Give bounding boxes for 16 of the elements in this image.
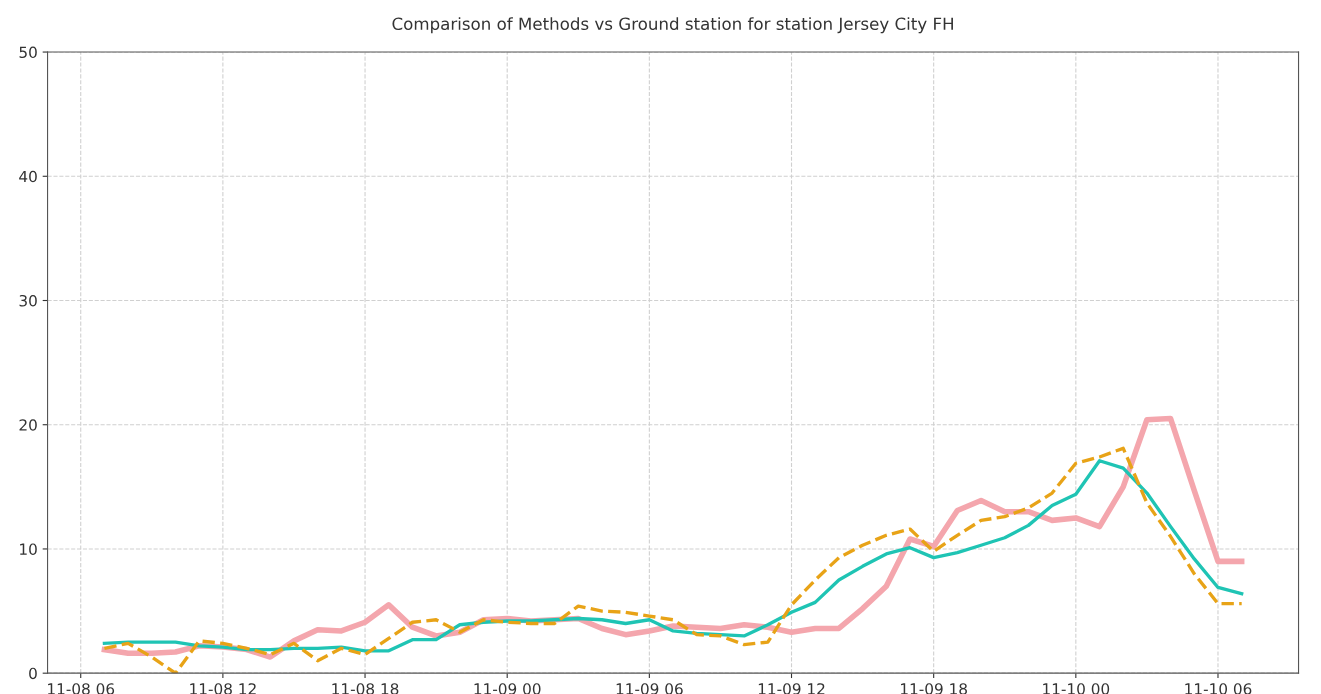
x-tick-label: 11-08 12 [190, 683, 256, 694]
chart-title: Comparison of Methods vs Ground station for station Jersey City FH [392, 17, 953, 34]
x-tick-label: 11-10 06 [1185, 683, 1252, 694]
x-tick-label: 11-09 00 [474, 683, 541, 694]
y-tick-label: 30 [19, 294, 37, 307]
y-tick-label: 0 [29, 667, 37, 680]
y-tick-label: 50 [19, 46, 37, 59]
x-tick-label: 11-10 00 [1043, 683, 1110, 694]
x-tick-label: 11-09 12 [758, 683, 825, 694]
y-tick-label: 40 [19, 170, 37, 183]
y-tick-label: 10 [20, 543, 37, 555]
x-tick-label: 11-09 06 [616, 683, 683, 694]
x-tick-label: 11-08 06 [48, 683, 115, 694]
x-tick-label: 11-08 18 [332, 683, 399, 694]
x-tick-label: 11-09 18 [901, 683, 967, 694]
y-tick-label: 20 [19, 419, 37, 431]
